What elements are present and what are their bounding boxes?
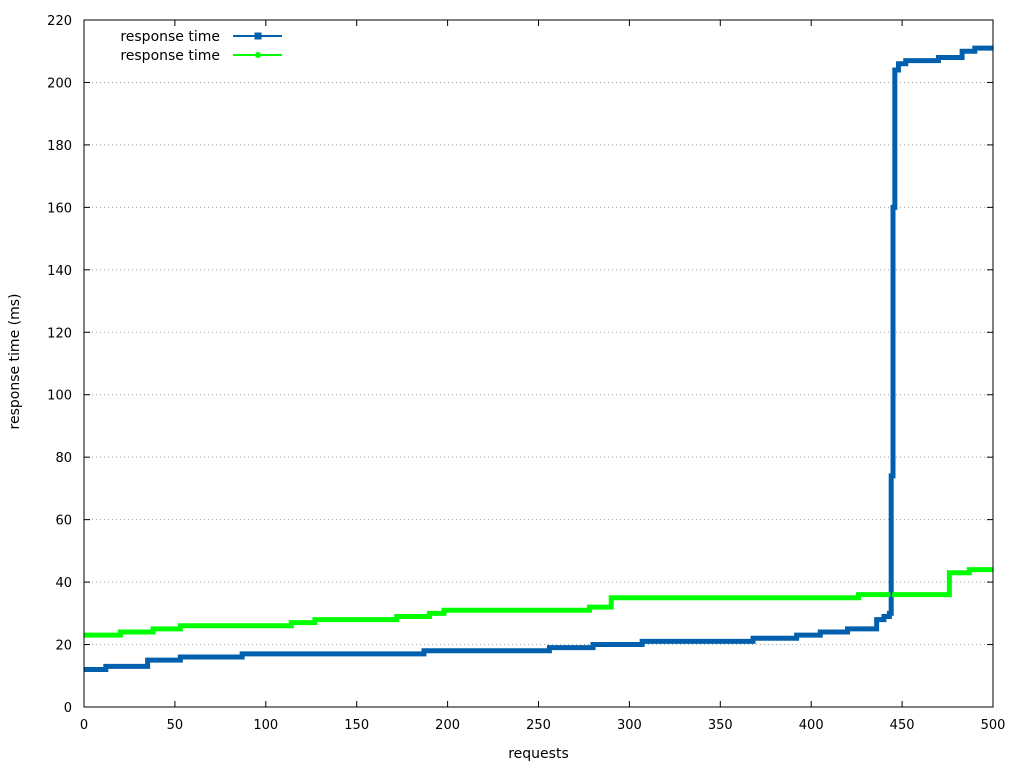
- axis-ticks: 0 20 40 60 80 100 120 140 160 180 200 220 0 50 100 150 2…: [47, 14, 1005, 733]
- y-tick-label: 20: [55, 639, 72, 654]
- y-tick-label: 100: [47, 389, 72, 404]
- y-tick-label: 60: [55, 514, 72, 529]
- y-tick-label: 80: [55, 451, 72, 466]
- series-line-1: [84, 45, 993, 673]
- y-tick-label: 160: [47, 201, 72, 216]
- grid-lines: [84, 81, 993, 646]
- y-tick-label: 40: [55, 576, 72, 591]
- y-axis-label: response time (ms): [7, 294, 23, 430]
- series-layer: [84, 45, 993, 673]
- y-tick-label: 120: [47, 326, 72, 341]
- y-tick-label: 0: [64, 701, 72, 716]
- x-tick-label: 400: [799, 718, 824, 733]
- x-tick-label: 450: [890, 718, 915, 733]
- x-tick-label: 150: [344, 718, 369, 733]
- y-tick-label: 200: [47, 76, 72, 91]
- x-axis-label: requests: [508, 746, 569, 762]
- x-tick-label: 0: [80, 718, 88, 733]
- y-tick-label: 180: [47, 139, 72, 154]
- x-tick-label: 250: [526, 718, 551, 733]
- y-tick-label: 140: [47, 264, 72, 279]
- legend: response time response time: [120, 29, 282, 64]
- x-tick-label: 100: [253, 718, 278, 733]
- x-tick-label: 500: [981, 718, 1006, 733]
- x-tick-label: 200: [435, 718, 460, 733]
- plot-frame: [83, 19, 994, 708]
- legend-marker-series-1: [254, 32, 262, 40]
- x-tick-label: 50: [167, 718, 184, 733]
- x-tick-label: 350: [708, 718, 733, 733]
- y-tick-label: 220: [47, 14, 72, 29]
- legend-marker-series-2: [255, 52, 261, 58]
- series-line-2: [84, 567, 993, 638]
- x-tick-label: 300: [617, 718, 642, 733]
- legend-label-series-2: response time: [120, 48, 220, 64]
- legend-label-series-1: response time: [120, 29, 220, 45]
